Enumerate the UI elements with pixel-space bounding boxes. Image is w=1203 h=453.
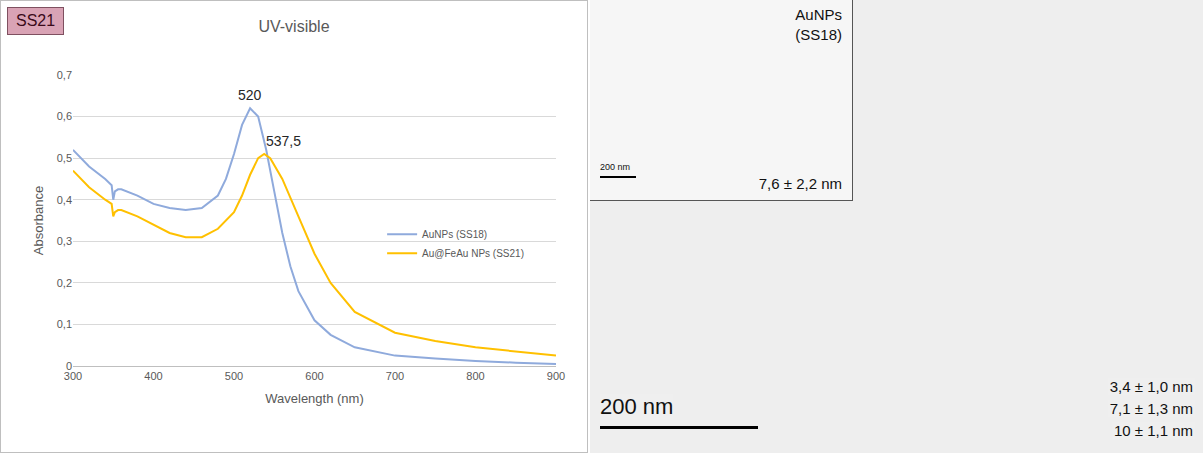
svg-text:0,6: 0,6: [57, 110, 72, 122]
svg-text:300: 300: [64, 370, 82, 382]
svg-text:0,3: 0,3: [57, 235, 72, 247]
html-text:200 nm: 200 nm: [600, 394, 674, 419]
svg-text:600: 600: [305, 370, 323, 382]
svg-text:0,2: 0,2: [57, 277, 72, 289]
svg-text:Absorbance: Absorbance: [31, 186, 46, 255]
html-text:3,4 ± 1,0 nm: 3,4 ± 1,0 nm: [1109, 378, 1193, 395]
svg-text:0,4: 0,4: [57, 194, 72, 206]
html-text:AuNPs: AuNPs: [795, 6, 842, 23]
svg-text:UV-visible: UV-visible: [258, 18, 329, 35]
svg-text:900: 900: [547, 370, 565, 382]
svg-text:700: 700: [386, 370, 404, 382]
html-text:200 nm: 200 nm: [600, 162, 630, 172]
svg-text:520: 520: [238, 87, 262, 103]
svg-text:0,5: 0,5: [57, 152, 72, 164]
svg-text:400: 400: [144, 370, 162, 382]
svg-text:800: 800: [466, 370, 484, 382]
html-text:(SS18): (SS18): [795, 26, 842, 43]
html-text:7,6 ± 2,2 nm: 7,6 ± 2,2 nm: [758, 175, 842, 192]
html-text:SS21: SS21: [16, 12, 56, 29]
svg-text:0,7: 0,7: [57, 69, 72, 81]
svg-text:0,1: 0,1: [57, 318, 72, 330]
html-text:10 ± 1,1 nm: 10 ± 1,1 nm: [1113, 422, 1193, 439]
svg-text:Au@FeAu NPs (SS21): Au@FeAu NPs (SS21): [422, 248, 524, 259]
svg-text:500: 500: [225, 370, 243, 382]
html-text:7,1 ± 1,3 nm: 7,1 ± 1,3 nm: [1109, 400, 1193, 417]
svg-text:0: 0: [66, 360, 72, 372]
svg-text:Wavelength (nm): Wavelength (nm): [265, 391, 364, 406]
svg-text:AuNPs (SS18): AuNPs (SS18): [422, 229, 487, 240]
svg-text:537,5: 537,5: [266, 133, 301, 149]
